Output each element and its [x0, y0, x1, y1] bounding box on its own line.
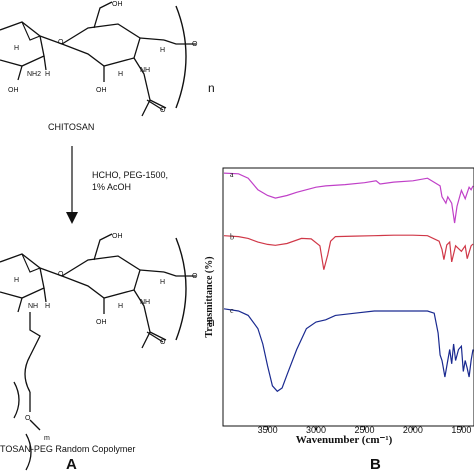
x-tick-label: 2000: [403, 425, 423, 435]
copolymer-label: TOSAN-PEG Random Copolymer: [0, 444, 135, 454]
repeat-n-bottom: n: [208, 315, 215, 329]
atom-label-h: H: [14, 45, 19, 52]
atom-label-nh2: NH2: [27, 71, 41, 78]
atom-label-oh: OH: [96, 87, 107, 94]
panel-letter-a: A: [66, 456, 77, 473]
series-line-b: [223, 234, 474, 270]
atom-label-oh: OH: [96, 319, 107, 326]
atom-label-o: O: [192, 273, 198, 280]
x-axis-ticks: 3500 3000 2500 2000 1500: [258, 425, 472, 435]
atom-label-h: H: [14, 277, 19, 284]
series-label-a: a: [230, 170, 234, 179]
atom-label-o: O: [58, 39, 64, 46]
chitosan-label: CHITOSAN: [48, 122, 94, 132]
reaction-conditions-line2: 1% AcOH: [92, 182, 131, 192]
atom-label-o: O: [192, 41, 198, 48]
atom-label-h: H: [118, 71, 123, 78]
reaction-conditions-line1: HCHO, PEG-1500,: [92, 170, 168, 180]
ftir-chart: a b c 3500 3000 2500 2000 1500 Wavenumber (cm⁻…: [204, 167, 474, 446]
atom-label-oh: OH: [8, 87, 19, 94]
series-label-b: b: [230, 233, 234, 242]
atom-label-nh: NH: [140, 67, 150, 74]
chitosan-structure: [0, 1, 196, 117]
atom-label-h: H: [160, 279, 165, 286]
x-tick-label: 1500: [451, 425, 471, 435]
x-axis-label: Wavenumber (cm⁻¹): [296, 434, 393, 446]
x-tick-label: 3500: [258, 425, 278, 435]
series-line-a: [223, 172, 474, 224]
x-tick-label: 3000: [306, 425, 326, 435]
chitosan-peg-atom-labels: H NH H O OH OH H NH O H O O m n: [14, 233, 215, 442]
chitosan-atom-labels: H NH2 OH H O OH OH H NH O H O n: [8, 1, 215, 114]
repeat-m: m: [44, 435, 50, 442]
plot-frame: [222, 167, 474, 427]
atom-label-nh: NH: [140, 299, 150, 306]
atom-label-o: O: [160, 107, 166, 114]
repeat-n-top: n: [208, 81, 215, 95]
x-tick-label: 2500: [354, 425, 374, 435]
atom-label-h: H: [160, 47, 165, 54]
atom-label-o: O: [58, 271, 64, 278]
series-line-c: [223, 308, 474, 393]
atom-label-oh: OH: [112, 233, 123, 240]
panel-letter-b: B: [370, 456, 381, 473]
chitosan-peg-structure: [0, 233, 196, 471]
atom-label-h: H: [45, 71, 50, 78]
series-label-c: c: [230, 306, 234, 315]
atom-label-h: H: [118, 303, 123, 310]
atom-label-o: O: [160, 339, 166, 346]
atom-label-h: H: [45, 303, 50, 310]
atom-label-nh: NH: [28, 303, 38, 310]
atom-label-oh: OH: [112, 1, 123, 8]
atom-label-o: O: [25, 415, 31, 422]
y-axis-label: Transmittance (%): [204, 256, 215, 337]
series-layer: a b c: [223, 170, 474, 393]
